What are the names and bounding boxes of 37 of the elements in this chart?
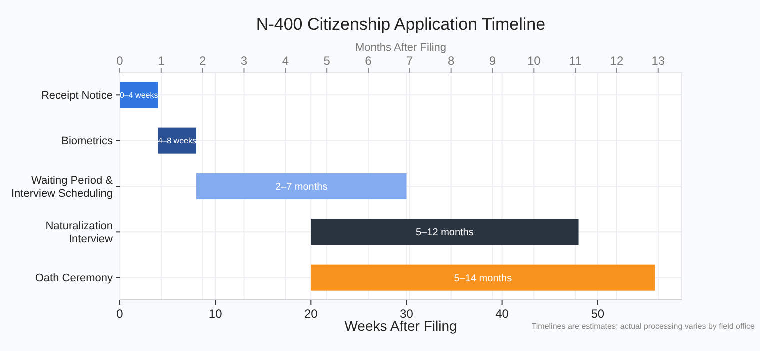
- x2-tick-label: 4: [282, 54, 290, 68]
- text: Timelines are estimates; actual processing varies by field office: [532, 322, 756, 331]
- x2-axis-title: Months After Filing: [355, 42, 447, 54]
- x-tick-label: 30: [400, 307, 414, 321]
- x-tick-label: 20: [304, 307, 318, 321]
- x2-tick-label: 5: [324, 54, 331, 68]
- x2-tick-label: 12: [610, 54, 624, 68]
- y-tick-label: Oath Ceremony: [35, 272, 114, 285]
- x-tick-label: 0: [116, 307, 124, 321]
- bar: [311, 264, 656, 291]
- y-tick-label: Biometrics: [62, 136, 114, 148]
- x2-tick-label: 7: [406, 54, 414, 68]
- x2-tick-label: 8: [448, 54, 455, 68]
- bar: [196, 173, 407, 200]
- data-label: 5–12 months: [416, 228, 474, 239]
- x2-tick-label: 10: [527, 54, 542, 68]
- x2-tick-label: 11: [569, 54, 582, 68]
- data-label: 0–4 weeks: [120, 90, 158, 100]
- data-label: 5–14 months: [454, 273, 512, 284]
- x-tick-label: 50: [591, 307, 605, 321]
- data-label: 4–8 weeks: [158, 136, 196, 146]
- chart-title: N-400 Citizenship Application Timeline: [256, 15, 546, 34]
- x2-tick-label: 3: [240, 54, 248, 68]
- x2-tick-label: 13: [652, 54, 666, 68]
- y-tick-label: Waiting Period & Interview Scheduling: [11, 174, 114, 200]
- x2-tick-label: 1: [158, 54, 166, 68]
- x-axis-title: Weeks After Filing: [344, 318, 458, 334]
- x2-tick-label: 2: [199, 54, 206, 68]
- x2-tick-label: 6: [365, 54, 372, 68]
- x-tick-label: 10: [208, 307, 223, 321]
- bar: [311, 219, 579, 246]
- x2-tick-label: 9: [489, 54, 496, 68]
- y-tick-label: Receipt Notice: [41, 90, 113, 102]
- x2-tick-label: 0: [116, 54, 124, 68]
- y-tick-label: Naturalization Interview: [46, 220, 114, 246]
- data-label: 2–7 months: [275, 182, 328, 193]
- x-tick-label: 40: [496, 307, 510, 321]
